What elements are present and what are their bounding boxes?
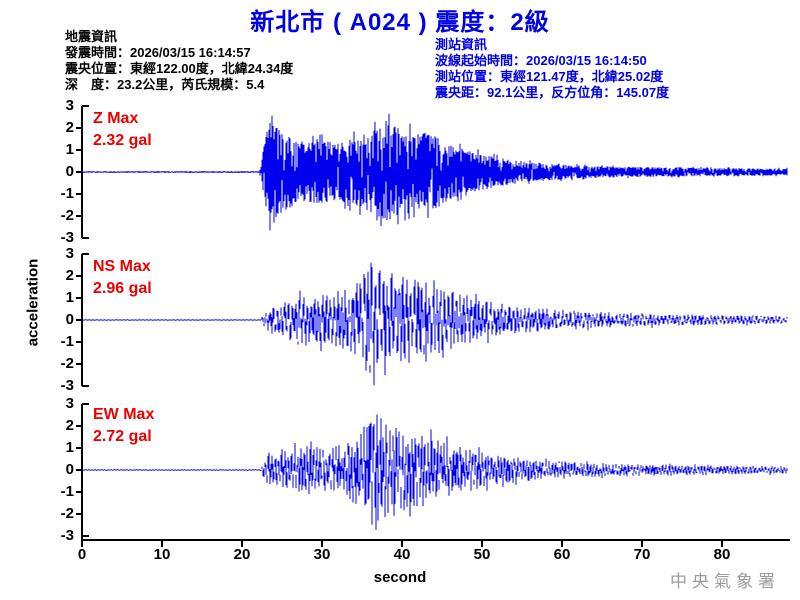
y-tick-label: 2 [65,267,74,284]
station-location-line: 測站位置：東經121.47度，北緯25.02度 [435,69,664,84]
trace-ns-max-value: 2.96 gal [93,280,152,297]
trace-z-max-value: 2.32 gal [93,132,152,149]
x-tick-label: 70 [633,546,651,563]
axes-lines [76,105,790,547]
x-tick-label: 30 [313,546,331,563]
y-tick-label: 1 [65,289,74,306]
x-tick-label: 40 [393,546,411,563]
trace-ns-max-label: NS Max 2.96 gal [93,256,152,300]
x-axis-label: second [373,569,427,586]
trace-ew-max-value: 2.72 gal [93,428,152,445]
y-axis-label: acceleration [24,258,42,347]
station-info-block: 測站資訊 波線起始時間：2026/03/15 16:14:50 測站位置：東經1… [435,37,669,101]
y-tick-label: 3 [65,395,74,412]
y-tick-label: -2 [60,207,74,224]
x-tick-label: 80 [713,546,731,563]
y-tick-label: -2 [60,505,74,522]
page-title: 新北市 ( A024 ) 震度：2級 [250,9,550,36]
x-tick-label: 10 [153,546,171,563]
trace-ew-max-label: EW Max 2.72 gal [93,404,154,448]
trace-z-waveform [81,113,788,231]
earthquake-info-block: 地震資訊 發震時間：2026/03/15 16:14:57 震央位置：東經122… [65,29,293,93]
trace-ew-name: EW Max [93,406,155,423]
x-tick-label: 20 [233,546,251,563]
trace-ns-name: NS Max [93,258,151,275]
trace-z-max-label: Z Max 2.32 gal [93,108,152,152]
y-tick-label: -3 [60,377,74,394]
x-tick-label: 50 [473,546,491,563]
origin-time-line: 發震時間：2026/03/15 16:14:57 [65,45,251,60]
y-tick-label: 0 [65,461,74,478]
epicenter-location-line: 震央位置：東經122.00度，北緯24.34度 [65,61,294,76]
y-tick-label: -1 [60,185,74,202]
y-tick-label: 3 [65,97,74,114]
y-tick-label: 1 [65,141,74,158]
y-tick-label: 0 [65,163,74,180]
y-tick-label: -2 [60,355,74,372]
y-tick-label: 1 [65,439,74,456]
x-tick-label: 0 [77,546,87,563]
depth-magnitude-line: 深 度：23.2公里，芮氏規模：5.4 [65,77,265,92]
y-tick-label: -3 [60,229,74,246]
trace-ns-waveform [81,262,788,386]
trace-z-name: Z Max [93,110,139,127]
wave-start-time-line: 波線起始時間：2026/03/15 16:14:50 [435,53,647,68]
y-tick-label: 2 [65,417,74,434]
y-tick-label: 3 [65,245,74,262]
earthquake-info-heading: 地震資訊 [65,29,118,44]
y-tick-label: 0 [65,311,74,328]
y-tick-label: -3 [60,527,74,544]
trace-ew-waveform [81,414,788,530]
y-tick-label: 2 [65,119,74,136]
y-tick-label: -1 [60,333,74,350]
agency-watermark: 中央氣象署 [670,572,780,591]
epicentral-distance-line: 震央距：92.1公里，反方位角：145.07度 [435,85,670,100]
station-info-heading: 測站資訊 [435,37,488,52]
y-tick-label: -1 [60,483,74,500]
x-tick-label: 60 [553,546,571,563]
